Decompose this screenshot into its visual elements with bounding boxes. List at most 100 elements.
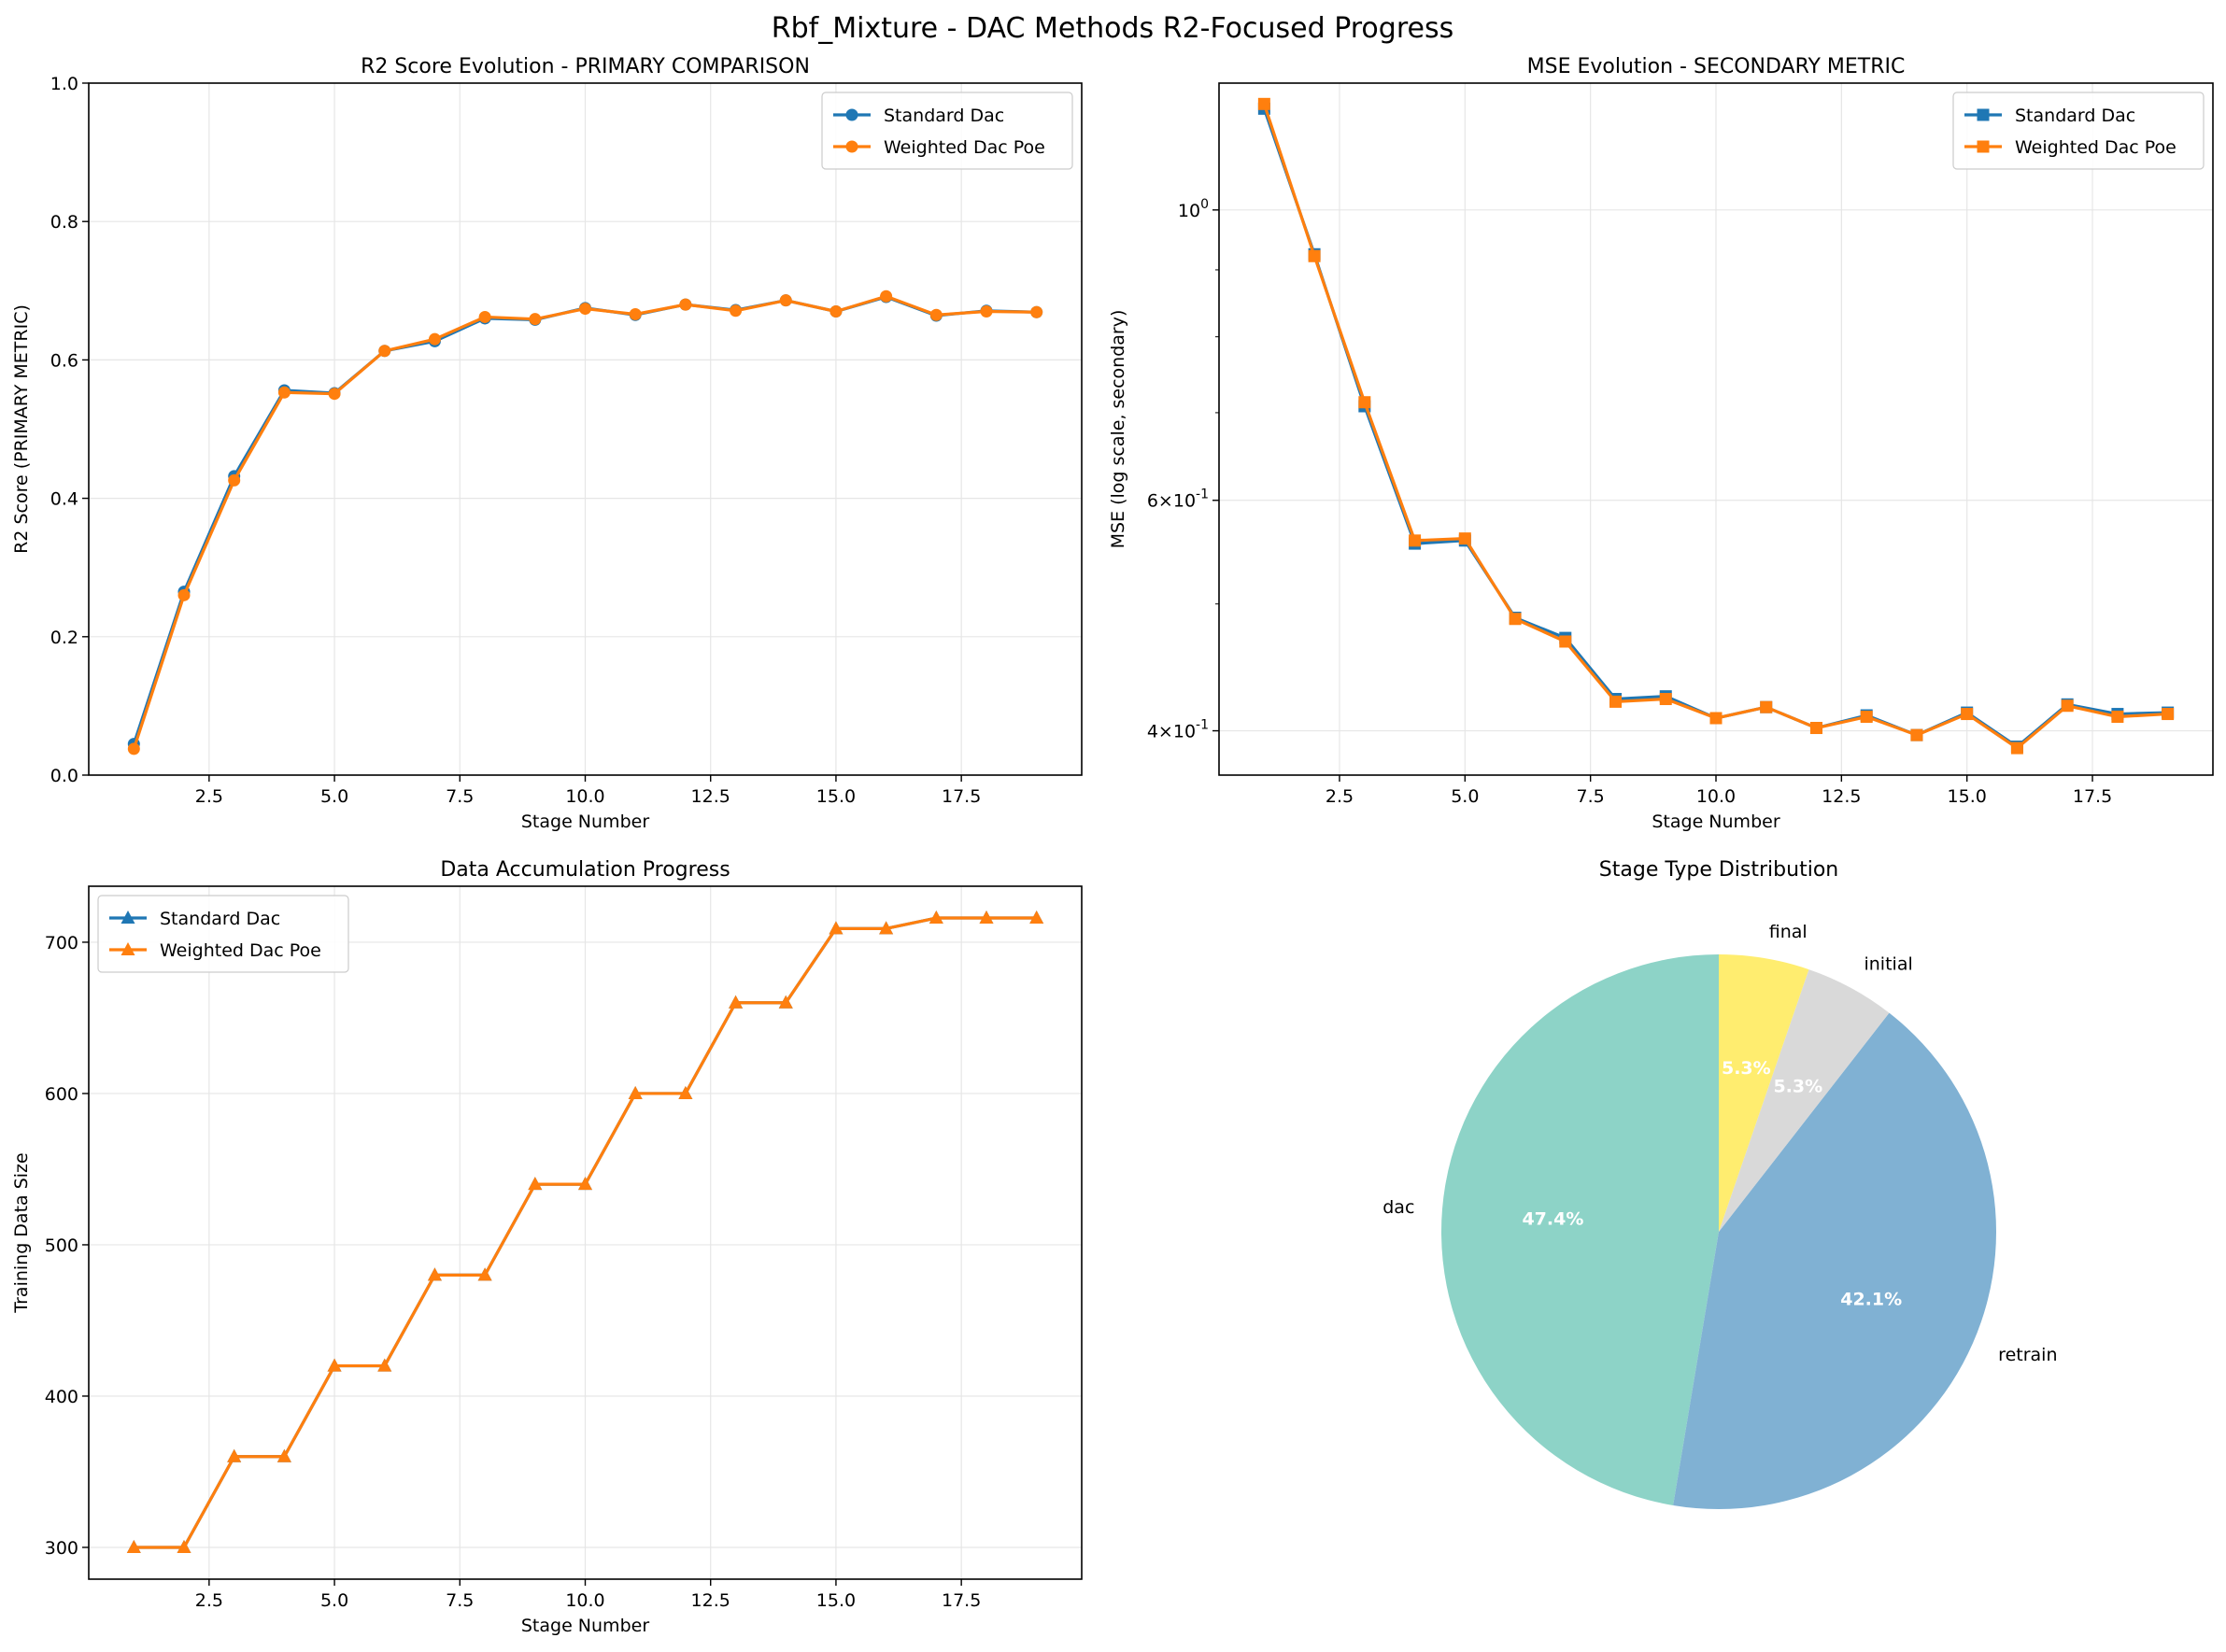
- data-point: [227, 1448, 242, 1462]
- data-point: [829, 921, 844, 935]
- y-tick-label: 700: [45, 933, 78, 953]
- data-point: [829, 305, 843, 318]
- legend: Standard Dac Weighted Dac Poe: [821, 92, 1073, 170]
- legend-marker: [845, 108, 858, 121]
- data-point: [879, 921, 894, 935]
- chart-title: R2 Score Evolution - PRIMARY COMPARISON: [361, 55, 810, 78]
- data-point: [1910, 728, 1923, 741]
- data-point: [929, 911, 943, 925]
- y-tick-label: 0.0: [50, 766, 78, 786]
- x-tick-label: 2.5: [1326, 786, 1354, 807]
- pie-label: initial: [1864, 954, 1912, 975]
- chart-title: Data Accumulation Progress: [440, 858, 730, 882]
- pie-slice-retrain: [1673, 1012, 1996, 1509]
- legend-marker: [845, 140, 858, 153]
- x-tick-label: 10.0: [565, 786, 604, 807]
- y-tick-label: 0.6: [50, 350, 78, 371]
- y-tick-label: 500: [45, 1235, 78, 1256]
- legend: Standard Dac Weighted Dac Poe: [97, 895, 349, 973]
- chart-r2: 2.5 5.0 7.5 10.0 12.5 15.0 17.5 0.0 0.2 0.4 0.6 0.8…: [11, 55, 1083, 832]
- legend-box: [821, 92, 1073, 170]
- data-point: [1609, 695, 1623, 708]
- data-point: [377, 1358, 392, 1372]
- data-point: [578, 1177, 592, 1191]
- data-point: [528, 1177, 543, 1191]
- x-tick-label: 17.5: [942, 786, 981, 807]
- x-tick-label: 15.0: [816, 1590, 856, 1611]
- data-point: [427, 1267, 442, 1281]
- data-point: [177, 1539, 191, 1553]
- data-point: [2162, 708, 2175, 721]
- x-tick-label: 17.5: [2073, 786, 2112, 807]
- y-tick-label: 0.8: [50, 212, 78, 233]
- data-point: [979, 911, 994, 925]
- x-tick-label: 10.0: [1696, 786, 1736, 807]
- data-point: [328, 388, 341, 401]
- x-tick-label: 12.5: [691, 786, 730, 807]
- legend-label: Weighted Dac Poe: [2015, 137, 2176, 158]
- x-tick-label: 17.5: [942, 1590, 981, 1611]
- legend-marker: [121, 911, 135, 924]
- data-point: [1659, 693, 1672, 706]
- x-tick-label: 5.0: [1451, 786, 1479, 807]
- pie-pct-label: 42.1%: [1840, 1290, 1902, 1310]
- data-point: [1961, 708, 1974, 721]
- data-point: [729, 995, 744, 1009]
- data-point: [1509, 613, 1522, 626]
- legend-marker: [121, 942, 135, 955]
- x-axis-label: Stage Number: [1652, 812, 1779, 832]
- data-point: [126, 1539, 141, 1553]
- data-point: [678, 1085, 693, 1099]
- pie-pct-label: 5.3%: [1722, 1058, 1771, 1079]
- data-point: [327, 1358, 342, 1372]
- y-tick-label: 400: [45, 1387, 78, 1407]
- y-tick-label: 1.0: [50, 74, 78, 94]
- data-point: [478, 310, 491, 323]
- data-point: [1409, 534, 1422, 547]
- pie-label: dac: [1382, 1197, 1414, 1218]
- legend-box: [97, 895, 349, 973]
- data-point: [980, 305, 993, 318]
- pie-pct-label: 47.4%: [1522, 1208, 1583, 1229]
- legend: Standard Dac Weighted Dac Poe: [1952, 92, 2205, 170]
- x-tick-label: 12.5: [691, 1590, 730, 1611]
- data-point: [730, 304, 743, 318]
- pie-slice-dac: [1440, 954, 1719, 1505]
- chart-mse: 2.5 5.0 7.5 10.0 12.5 15.0 17.5 100 6×10-1 4×10-1…: [1108, 55, 2214, 832]
- legend-label: Standard Dac: [2015, 106, 2135, 126]
- pie-pct-label: 5.3%: [1773, 1076, 1822, 1096]
- data-point: [2111, 711, 2124, 724]
- x-tick-label: 7.5: [1577, 786, 1605, 807]
- data-point: [629, 307, 642, 320]
- data-point: [778, 995, 793, 1009]
- y-tick-label: 300: [45, 1538, 78, 1559]
- data-point: [1358, 396, 1371, 409]
- y-axis-label: R2 Score (PRIMARY METRIC): [11, 304, 32, 554]
- data-point: [679, 298, 692, 311]
- pie-slice-initial: [1719, 969, 1890, 1232]
- x-tick-label: 7.5: [446, 786, 474, 807]
- data-point: [2010, 741, 2023, 755]
- data-point: [2061, 699, 2074, 713]
- legend-label: Weighted Dac Poe: [884, 137, 1045, 158]
- data-point: [378, 345, 391, 358]
- y-tick-label: 0.4: [50, 489, 78, 510]
- y-tick-label: 100: [1178, 197, 1209, 221]
- data-point: [177, 588, 191, 601]
- data-point: [1709, 712, 1723, 725]
- data-point: [276, 1448, 291, 1462]
- y-tick-label: 600: [45, 1084, 78, 1105]
- y-axis-label: Training Data Size: [11, 1152, 32, 1313]
- legend-label: Weighted Dac Poe: [160, 940, 321, 961]
- data-point: [1760, 700, 1773, 713]
- data-point: [929, 308, 943, 321]
- data-point: [1458, 532, 1471, 545]
- chart-title: MSE Evolution - SECONDARY METRIC: [1527, 55, 1906, 78]
- x-tick-label: 5.0: [320, 786, 348, 807]
- x-tick-label: 15.0: [1948, 786, 1987, 807]
- data-point: [779, 294, 792, 307]
- data-point: [1860, 711, 1873, 724]
- legend-marker: [1977, 108, 1990, 121]
- pie-slice-final: [1719, 954, 1809, 1232]
- data-point: [277, 386, 291, 399]
